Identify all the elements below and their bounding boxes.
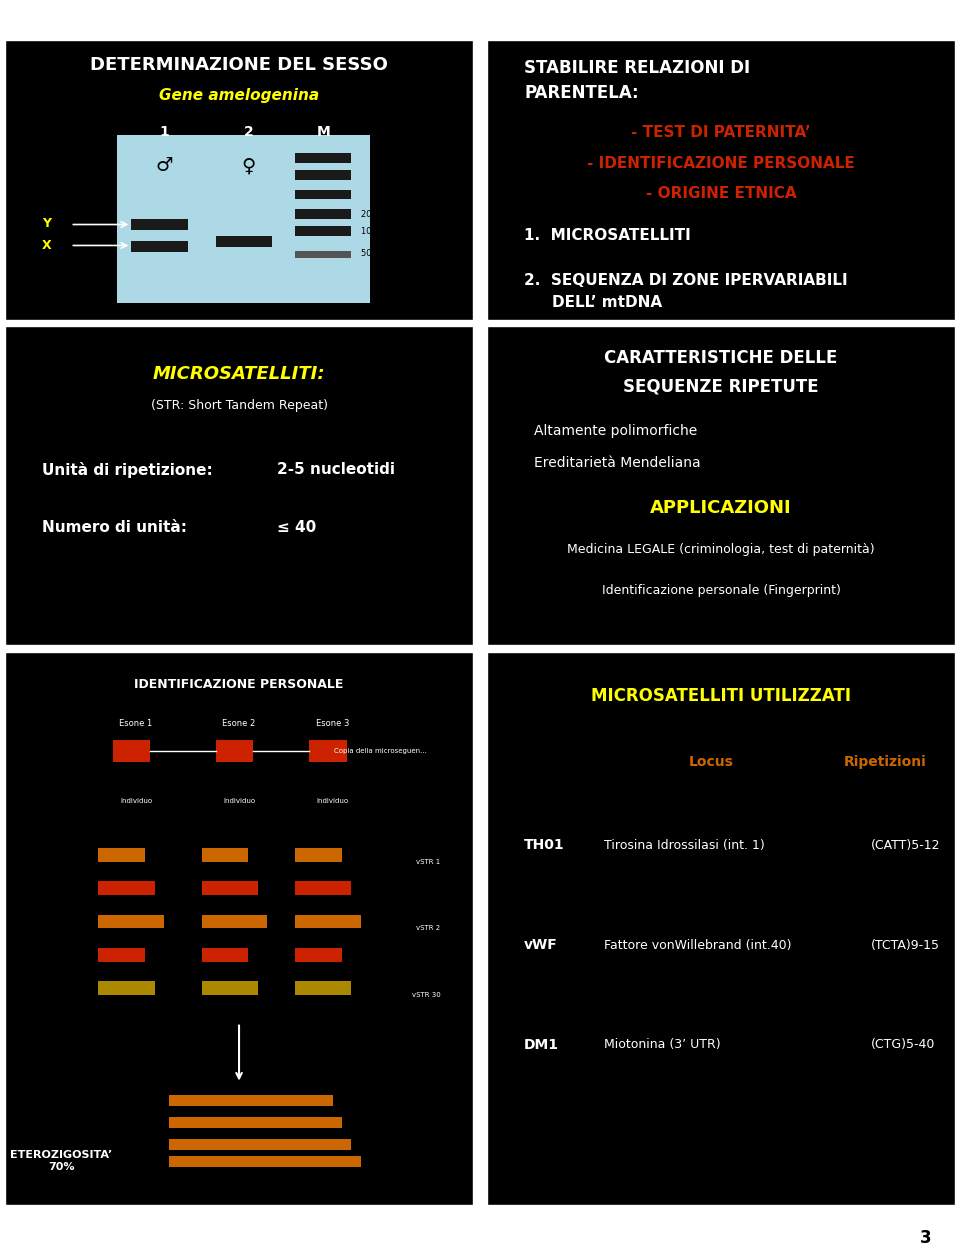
Text: STABILIRE RELAZIONI DI: STABILIRE RELAZIONI DI bbox=[524, 59, 751, 76]
Bar bbox=[169, 1139, 351, 1150]
Text: 1.  MICROSATELLITI: 1. MICROSATELLITI bbox=[524, 228, 691, 243]
Text: Altamente polimorfiche: Altamente polimorfiche bbox=[534, 425, 697, 439]
Text: (CATT)5-12: (CATT)5-12 bbox=[871, 840, 941, 852]
Text: (STR: Short Tandem Repeat): (STR: Short Tandem Repeat) bbox=[151, 400, 327, 412]
Bar bbox=[309, 741, 347, 762]
Text: PARENTELA:: PARENTELA: bbox=[524, 84, 638, 103]
Text: Esone 1: Esone 1 bbox=[119, 719, 153, 728]
Bar bbox=[202, 881, 258, 895]
Text: 1: 1 bbox=[159, 125, 169, 139]
Text: CARATTERISTICHE DELLE: CARATTERISTICHE DELLE bbox=[604, 348, 838, 367]
Bar bbox=[99, 848, 145, 862]
Bar bbox=[296, 915, 361, 928]
Bar bbox=[99, 881, 155, 895]
Text: (CTG)5-40: (CTG)5-40 bbox=[871, 1039, 935, 1051]
Text: - TEST DI PATERNITA’: - TEST DI PATERNITA’ bbox=[631, 125, 811, 140]
Text: M: M bbox=[317, 125, 330, 139]
Text: vSTR 30: vSTR 30 bbox=[412, 992, 441, 997]
Bar bbox=[169, 1116, 342, 1128]
Text: Esone 3: Esone 3 bbox=[316, 719, 349, 728]
Text: 100 bp: 100 bp bbox=[361, 227, 390, 236]
Text: MICROSATELLITI:: MICROSATELLITI: bbox=[153, 365, 325, 382]
Text: 2.  SEQUENZA DI ZONE IPERVARIABILI: 2. SEQUENZA DI ZONE IPERVARIABILI bbox=[524, 273, 848, 288]
Text: SEQUENZE RIPETUTE: SEQUENZE RIPETUTE bbox=[623, 377, 819, 396]
Text: 2-5 nucleotidi: 2-5 nucleotidi bbox=[276, 462, 395, 477]
Text: - ORIGINE ETNICA: - ORIGINE ETNICA bbox=[646, 187, 796, 202]
Text: DELL’ mtDNA: DELL’ mtDNA bbox=[552, 296, 662, 311]
Text: Fattore vonWillebrand (int.40): Fattore vonWillebrand (int.40) bbox=[604, 938, 791, 951]
Bar bbox=[296, 209, 351, 219]
Text: Miotonina (3’ UTR): Miotonina (3’ UTR) bbox=[604, 1039, 720, 1051]
Bar bbox=[296, 947, 342, 962]
Text: Numero di unità:: Numero di unità: bbox=[42, 520, 187, 535]
Bar bbox=[296, 189, 351, 199]
Text: 2: 2 bbox=[244, 125, 253, 139]
Bar bbox=[216, 236, 272, 247]
Text: (TCTA)9-15: (TCTA)9-15 bbox=[871, 938, 940, 951]
Bar bbox=[487, 652, 955, 1205]
Text: Individuo: Individuo bbox=[120, 798, 152, 804]
Text: Locus: Locus bbox=[689, 756, 734, 769]
Bar bbox=[99, 947, 145, 962]
Text: ♀: ♀ bbox=[241, 157, 255, 175]
Bar bbox=[169, 1095, 333, 1105]
Bar bbox=[5, 652, 473, 1205]
Text: vWF: vWF bbox=[524, 938, 558, 952]
Text: Esone 2: Esone 2 bbox=[223, 719, 255, 728]
Bar bbox=[99, 915, 164, 928]
Bar bbox=[202, 915, 267, 928]
Text: DETERMINAZIONE DEL SESSO: DETERMINAZIONE DEL SESSO bbox=[90, 56, 388, 74]
Bar bbox=[216, 741, 253, 762]
Text: Copia della microseguen...: Copia della microseguen... bbox=[333, 748, 426, 754]
Text: 3: 3 bbox=[920, 1229, 931, 1247]
Bar bbox=[296, 170, 351, 179]
Text: Y: Y bbox=[42, 217, 52, 229]
Text: MICROSATELLITI UTILIZZATI: MICROSATELLITI UTILIZZATI bbox=[591, 687, 851, 705]
Text: vSTR 2: vSTR 2 bbox=[417, 926, 441, 931]
Bar bbox=[132, 242, 187, 252]
Text: X: X bbox=[42, 239, 52, 252]
Bar bbox=[296, 981, 351, 995]
Bar bbox=[487, 40, 955, 320]
Text: Ereditarietà Mendeliana: Ereditarietà Mendeliana bbox=[534, 456, 700, 470]
Bar bbox=[296, 881, 351, 895]
Text: ♂: ♂ bbox=[156, 157, 173, 175]
Bar bbox=[5, 326, 473, 645]
Bar bbox=[202, 981, 258, 995]
Text: IDENTIFICAZIONE PERSONALE: IDENTIFICAZIONE PERSONALE bbox=[134, 678, 344, 692]
Text: 50 bp: 50 bp bbox=[361, 249, 385, 258]
Bar bbox=[296, 153, 351, 163]
Bar bbox=[5, 40, 473, 320]
Text: Unità di ripetizione:: Unità di ripetizione: bbox=[42, 461, 213, 477]
Text: ≤ 40: ≤ 40 bbox=[276, 520, 316, 535]
Bar bbox=[296, 251, 351, 258]
Text: Ripetizioni: Ripetizioni bbox=[844, 756, 926, 769]
Bar bbox=[487, 326, 955, 645]
Text: DM1: DM1 bbox=[524, 1037, 559, 1051]
Bar bbox=[202, 947, 249, 962]
Text: Identificazione personale (Fingerprint): Identificazione personale (Fingerprint) bbox=[602, 584, 840, 598]
Bar bbox=[117, 135, 371, 303]
Bar bbox=[132, 219, 187, 231]
Text: - IDENTIFICAZIONE PERSONALE: - IDENTIFICAZIONE PERSONALE bbox=[588, 155, 854, 170]
Text: Individuo: Individuo bbox=[223, 798, 255, 804]
Text: vSTR 1: vSTR 1 bbox=[417, 860, 441, 865]
Bar bbox=[99, 981, 155, 995]
Bar bbox=[112, 741, 150, 762]
Text: TH01: TH01 bbox=[524, 838, 564, 852]
Text: Gene amelogenina: Gene amelogenina bbox=[159, 89, 319, 104]
Text: Individuo: Individuo bbox=[317, 798, 348, 804]
Text: Medicina LEGALE (criminologia, test di paternità): Medicina LEGALE (criminologia, test di p… bbox=[567, 543, 875, 556]
Text: Tirosina Idrossilasi (int. 1): Tirosina Idrossilasi (int. 1) bbox=[604, 840, 764, 852]
Text: 200 bp: 200 bp bbox=[361, 211, 390, 219]
Bar bbox=[296, 226, 351, 236]
Text: APPLICAZIONI: APPLICAZIONI bbox=[650, 499, 792, 517]
Bar bbox=[296, 848, 342, 862]
Bar bbox=[169, 1155, 361, 1167]
Bar bbox=[202, 848, 249, 862]
Text: ETEROZIGOSITA’
70%: ETEROZIGOSITA’ 70% bbox=[10, 1150, 112, 1172]
